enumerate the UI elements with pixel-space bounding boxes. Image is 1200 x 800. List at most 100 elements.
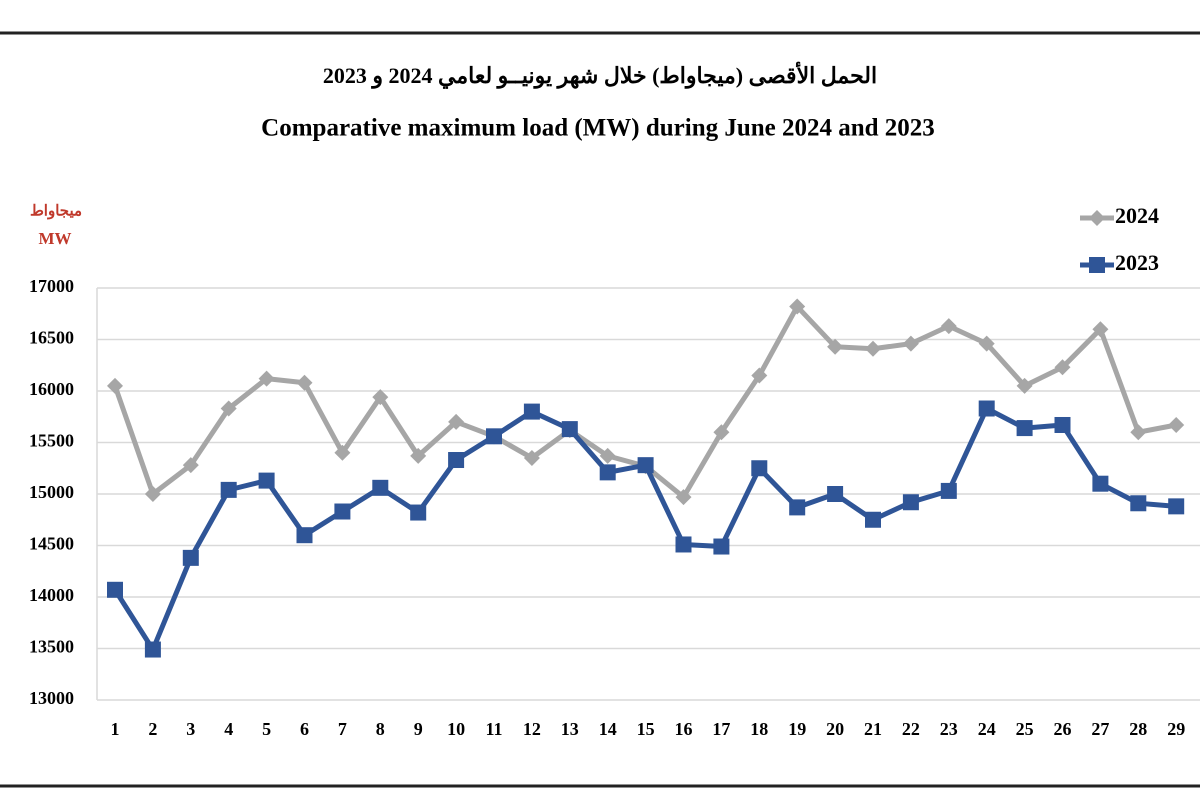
data-point	[296, 374, 313, 391]
data-point	[182, 549, 199, 566]
data-point	[372, 389, 389, 406]
data-point	[902, 494, 919, 511]
x-tick-label: 18	[750, 719, 768, 739]
legend-label: 2023	[1115, 250, 1159, 275]
data-point	[182, 457, 199, 474]
y-tick-label: 14000	[29, 585, 74, 605]
y-tick-label: 13500	[29, 637, 74, 657]
data-point	[713, 538, 730, 555]
x-tick-label: 24	[978, 719, 996, 739]
x-tick-label: 8	[376, 719, 385, 739]
data-point	[1054, 359, 1071, 376]
x-tick-label: 16	[675, 719, 693, 739]
data-point	[1092, 475, 1109, 492]
x-tick-label: 7	[338, 719, 347, 739]
x-tick-label: 17	[712, 719, 730, 739]
data-point	[827, 338, 844, 355]
data-point	[827, 486, 844, 502]
data-point	[637, 457, 654, 474]
data-point	[258, 370, 275, 387]
y-tick-label: 16000	[29, 379, 74, 399]
data-point	[902, 335, 919, 352]
data-point	[940, 482, 957, 499]
x-tick-label: 28	[1129, 719, 1147, 739]
data-point	[448, 413, 465, 430]
x-tick-label: 1	[111, 719, 120, 739]
x-tick-label: 20	[826, 719, 844, 739]
data-point	[1130, 495, 1147, 512]
data-point	[675, 536, 692, 553]
x-tick-label: 12	[523, 719, 541, 739]
data-point	[1130, 424, 1147, 441]
data-point	[865, 511, 881, 528]
data-point	[713, 424, 730, 441]
data-point	[334, 444, 351, 461]
legend-marker	[1089, 210, 1105, 226]
x-tick-label: 9	[414, 719, 423, 739]
y-tick-label: 15500	[29, 431, 74, 451]
data-point	[144, 486, 161, 502]
data-point	[523, 449, 540, 466]
y-axis-label: ميجاواط	[30, 203, 82, 219]
data-point	[410, 504, 427, 521]
data-point	[1054, 416, 1071, 433]
x-tick-label: 26	[1054, 719, 1072, 739]
x-tick-label: 25	[1016, 719, 1034, 739]
x-tick-label: 4	[224, 719, 233, 739]
data-point	[599, 464, 616, 481]
data-point	[1092, 321, 1109, 338]
x-tick-label: 22	[902, 719, 920, 739]
data-point	[978, 335, 995, 352]
data-point	[220, 481, 237, 498]
x-tick-label: 23	[940, 719, 958, 739]
y-axis-label: MW	[38, 229, 71, 248]
y-tick-label: 15000	[29, 482, 74, 502]
legend-label: 2024	[1115, 203, 1159, 228]
x-tick-label: 3	[186, 719, 195, 739]
data-point	[1168, 416, 1185, 433]
data-point	[372, 479, 389, 496]
series-line	[112, 406, 1177, 653]
data-point	[334, 503, 351, 520]
x-tick-label: 21	[864, 719, 882, 739]
data-point	[220, 400, 237, 417]
x-tick-label: 15	[637, 719, 655, 739]
x-tick-label: 10	[447, 719, 465, 739]
data-point	[448, 452, 465, 469]
data-point	[1016, 420, 1033, 437]
data-point	[107, 377, 123, 394]
data-point	[789, 298, 806, 315]
data-point	[296, 527, 313, 544]
y-tick-label: 13000	[29, 688, 74, 708]
data-point	[940, 318, 957, 335]
data-point	[410, 447, 427, 464]
data-point	[107, 581, 123, 598]
data-point	[675, 489, 692, 506]
data-point	[523, 403, 540, 420]
data-point	[751, 367, 768, 384]
x-tick-label: 29	[1167, 719, 1185, 739]
x-tick-label: 13	[561, 719, 579, 739]
x-tick-label: 14	[599, 719, 617, 739]
chart-title: الحمل الأقصى (ميجاواط) خلال شهر يونيــو …	[323, 61, 877, 89]
data-point	[865, 340, 881, 357]
data-point	[561, 421, 578, 438]
data-point	[599, 447, 616, 464]
y-tick-label: 17000	[29, 276, 74, 296]
data-point	[258, 472, 275, 489]
data-point	[751, 460, 768, 477]
data-point	[789, 499, 806, 516]
data-point	[144, 641, 161, 658]
legend-marker	[1089, 257, 1105, 273]
x-tick-label: 19	[788, 719, 806, 739]
data-point	[1016, 377, 1033, 394]
x-tick-label: 2	[148, 719, 157, 739]
data-point	[486, 428, 502, 445]
x-tick-label: 5	[262, 719, 271, 739]
x-tick-label: 27	[1091, 719, 1109, 739]
x-tick-label: 11	[485, 719, 502, 739]
data-point	[978, 400, 995, 417]
data-point	[1168, 498, 1185, 515]
y-tick-label: 14500	[29, 534, 74, 554]
